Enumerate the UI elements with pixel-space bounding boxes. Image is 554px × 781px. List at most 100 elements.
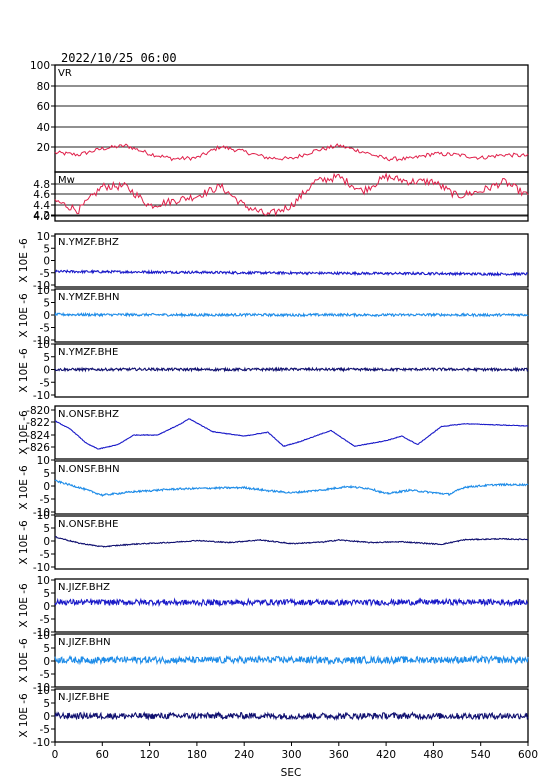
- y-tick-label: 5: [43, 298, 50, 310]
- y-tick-label: -10: [33, 390, 50, 402]
- x-tick-label: 600: [518, 749, 538, 761]
- figure-title: 2022/10/25 06:00: [61, 51, 177, 65]
- x-tick-label: 240: [234, 749, 254, 761]
- x-tick-label: 120: [140, 749, 160, 761]
- panel-label: N.ONSF.BHE: [58, 519, 118, 530]
- y-tick-label: 5: [43, 588, 50, 600]
- y-axis-label: X 10E -6: [18, 520, 30, 565]
- y-tick-label: -5: [40, 494, 50, 506]
- y-axis-label: X 10E -6: [18, 238, 30, 283]
- panel-label: N.ONSF.BHN: [58, 464, 120, 475]
- y-tick-label: 5: [43, 468, 50, 480]
- x-tick-label: 420: [376, 749, 396, 761]
- panel-frame: [54, 171, 529, 222]
- x-tick-label: 300: [281, 749, 301, 761]
- panel-label: N.ONSF.BHZ: [58, 409, 119, 420]
- panel-frame: [54, 460, 529, 515]
- y-tick-label: 5: [43, 243, 50, 255]
- y-axis-label: X 10E -6: [18, 293, 30, 338]
- panel-label: VR: [58, 68, 72, 79]
- y-tick-label: 0: [43, 481, 50, 493]
- panel-label: N.JIZF.BHN: [58, 637, 111, 648]
- x-axis: 0 60 120 180 240 300 360 420 480 540 600: [52, 742, 538, 761]
- y-tick-label: 4.0: [33, 211, 50, 223]
- series-line: [54, 269, 529, 277]
- panel-mw: 4.84.64.44.24.0 Mw: [33, 171, 529, 223]
- y-axis-label: X 10E -6: [18, 583, 30, 628]
- y-tick-label: -10: [33, 507, 50, 519]
- panel-n-onsf-bhz: -820-822-824-826 N.ONSF.BHZ X 10E -6: [18, 405, 529, 460]
- series-line: [54, 479, 529, 497]
- y-axis-label: X 10E -6: [18, 410, 30, 455]
- y-tick-label: -5: [40, 549, 50, 561]
- series-line: [54, 172, 529, 217]
- x-axis-label: SEC: [281, 767, 302, 779]
- panel-vr: 100 80 60 40 20 VR: [30, 60, 529, 173]
- series-line: [54, 654, 529, 666]
- series-line: [54, 711, 529, 721]
- y-tick-label: -5: [40, 377, 50, 389]
- y-tick-label: -10: [33, 627, 50, 639]
- y-tick-label: 0: [43, 536, 50, 548]
- series-line: [54, 311, 529, 319]
- panel-stack: 10080604020VR4.84.64.44.24.0Mw1050-5-10N…: [18, 60, 529, 749]
- x-tick-label: 360: [329, 749, 349, 761]
- y-tick-label: 10: [37, 510, 50, 522]
- y-tick-label: -5: [40, 268, 50, 280]
- y-tick-label: 10: [37, 285, 50, 297]
- y-tick-label: 5: [43, 352, 50, 364]
- y-tick-label: 4.2: [33, 210, 50, 222]
- y-tick-label: 80: [37, 81, 50, 93]
- y-tick-label: -5: [40, 614, 50, 626]
- panel-frame: [54, 515, 529, 570]
- series-line: [54, 418, 529, 450]
- y-axis-label: X 10E -6: [18, 348, 30, 393]
- y-tick-label: 60: [37, 101, 50, 113]
- y-tick-label: 4.6: [33, 189, 50, 201]
- y-tick-label: 5: [43, 643, 50, 655]
- y-tick-label: 0: [43, 601, 50, 613]
- series-line: [54, 597, 529, 608]
- y-tick-label: 4.8: [33, 179, 50, 191]
- panel-frame: [54, 64, 529, 173]
- y-tick-label: -10: [33, 682, 50, 694]
- panel-frame: [54, 233, 529, 288]
- y-tick-label: 40: [37, 122, 50, 134]
- panel-label: N.YMZF.BHN: [58, 292, 119, 303]
- y-axis-label: X 10E -6: [18, 465, 30, 510]
- series-line: [54, 366, 529, 373]
- y-tick-label: 10: [37, 231, 50, 243]
- panel-label: Mw: [58, 175, 75, 186]
- y-tick-label: -5: [40, 724, 50, 736]
- y-tick-label: 10: [37, 455, 50, 467]
- x-tick-label: 180: [187, 749, 207, 761]
- y-tick-label: -5: [40, 323, 50, 335]
- x-tick-label: 540: [471, 749, 491, 761]
- y-tick-label: -826: [26, 442, 50, 454]
- y-tick-label: 0: [43, 711, 50, 723]
- y-tick-label: -10: [33, 280, 50, 292]
- y-tick-label: -10: [33, 335, 50, 347]
- x-tick-label: 0: [52, 749, 59, 761]
- panel-label: N.YMZF.BHZ: [58, 237, 119, 248]
- y-tick-label: 4.4: [33, 200, 50, 212]
- y-tick-label: 0: [43, 310, 50, 322]
- panel-frame: [54, 405, 529, 460]
- y-tick-label: 10: [37, 575, 50, 587]
- panel-label: N.JIZF.BHZ: [58, 582, 110, 593]
- y-tick-label: 5: [43, 698, 50, 710]
- y-tick-label: -824: [26, 430, 50, 442]
- x-tick-label: 480: [423, 749, 443, 761]
- y-tick-label: 0: [43, 256, 50, 268]
- y-tick-label: -820: [26, 405, 50, 417]
- y-tick-label: 10: [37, 339, 50, 351]
